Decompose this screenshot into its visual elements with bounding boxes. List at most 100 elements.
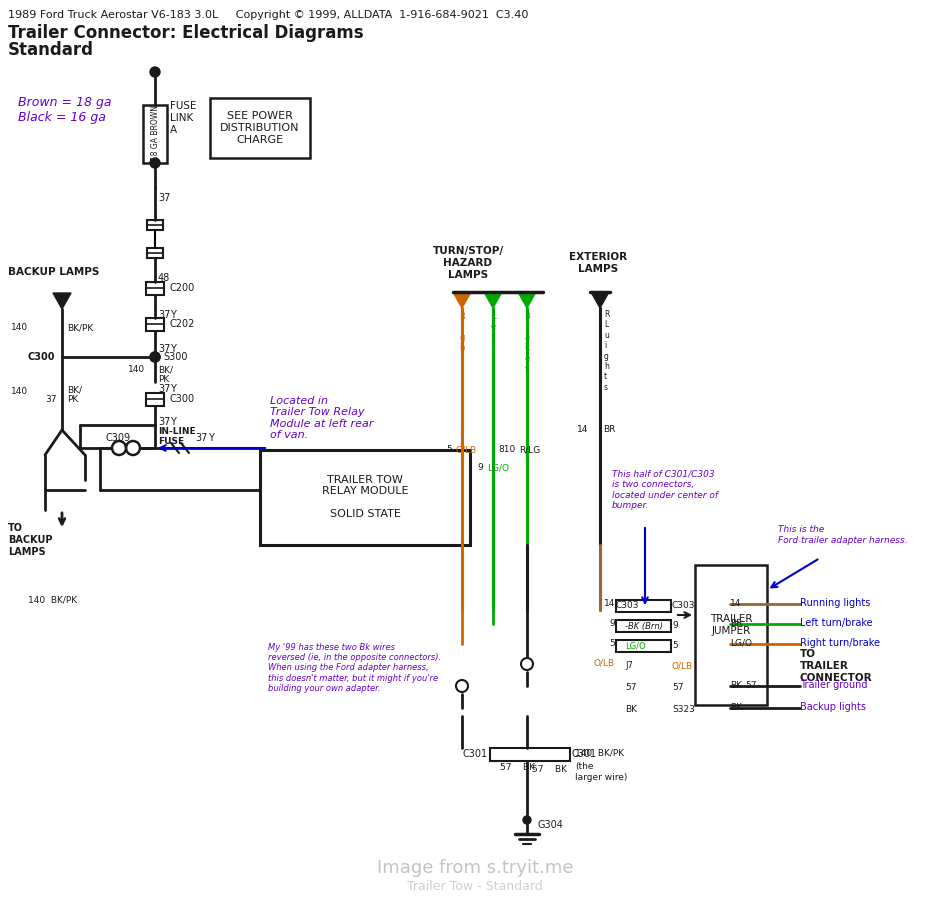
Text: BACKUP LAMPS: BACKUP LAMPS <box>8 267 100 277</box>
Text: FUSE
LINK
A: FUSE LINK A <box>170 102 197 134</box>
Text: C301: C301 <box>463 749 488 759</box>
Text: BK: BK <box>625 705 637 714</box>
Text: My '99 has these two Bk wires
reversed (ie, in the opposite connectors).
When us: My '99 has these two Bk wires reversed (… <box>268 642 441 693</box>
Text: 810: 810 <box>499 445 516 454</box>
Bar <box>616 640 671 652</box>
Text: -BK (Brn): -BK (Brn) <box>625 622 663 631</box>
Text: Located in
Trailer Tow Relay
Module at left rear
of van.: Located in Trailer Tow Relay Module at l… <box>270 396 373 441</box>
Text: O/LB: O/LB <box>594 659 615 668</box>
Bar <box>616 620 671 632</box>
Text: L
e
f
t: L e f t <box>490 312 496 352</box>
Text: 1989 Ford Truck Aerostar V6-183 3.0L     Copyright © 1999, ALLDATA  1-916-684-90: 1989 Ford Truck Aerostar V6-183 3.0L Cop… <box>8 10 528 20</box>
Text: Y: Y <box>208 433 214 443</box>
Text: Left turn/brake: Left turn/brake <box>800 618 873 628</box>
Bar <box>695 565 767 705</box>
Text: TRAILER TOW
RELAY MODULE

SOLID STATE: TRAILER TOW RELAY MODULE SOLID STATE <box>322 475 408 519</box>
Text: C303: C303 <box>672 602 695 611</box>
Text: S300: S300 <box>163 352 187 362</box>
Text: 5: 5 <box>672 642 677 651</box>
Text: 14: 14 <box>603 598 615 607</box>
Text: R/LG: R/LG <box>519 445 541 454</box>
Text: IN-LINE: IN-LINE <box>158 427 196 436</box>
Text: C300: C300 <box>170 394 195 404</box>
Text: Right turn/brake: Right turn/brake <box>800 638 880 648</box>
Text: BK/PK: BK/PK <box>67 323 93 332</box>
Text: R
L
u
i
g
h
t
s: R L u i g h t s <box>604 310 609 392</box>
Circle shape <box>150 158 160 168</box>
Text: G304: G304 <box>537 820 562 830</box>
Text: Standard: Standard <box>8 41 94 59</box>
Text: SEE POWER
DISTRIBUTION
CHARGE: SEE POWER DISTRIBUTION CHARGE <box>220 112 300 144</box>
Bar <box>146 393 164 406</box>
Bar <box>490 748 570 761</box>
Text: Y: Y <box>170 384 176 394</box>
Polygon shape <box>591 292 609 308</box>
Text: BK/: BK/ <box>67 386 82 395</box>
Text: 5: 5 <box>609 639 615 648</box>
Text: Trailer Connector: Electrical Diagrams: Trailer Connector: Electrical Diagrams <box>8 24 364 42</box>
Text: C309: C309 <box>105 433 130 443</box>
Bar <box>147 248 163 258</box>
Circle shape <box>150 352 160 362</box>
Text: 14: 14 <box>577 425 588 434</box>
Text: 37: 37 <box>158 310 170 320</box>
Text: LG/O: LG/O <box>487 463 509 472</box>
Text: PK: PK <box>158 375 169 384</box>
Bar <box>147 220 163 230</box>
Text: Y: Y <box>170 417 176 427</box>
Text: 37: 37 <box>158 384 170 394</box>
Text: 140: 140 <box>10 387 28 396</box>
Text: 37: 37 <box>46 395 57 404</box>
Text: Running lights: Running lights <box>800 598 870 608</box>
Text: BR: BR <box>603 425 616 434</box>
Bar <box>146 282 164 295</box>
Text: TO
BACKUP
LAMPS: TO BACKUP LAMPS <box>8 523 52 557</box>
Text: C300: C300 <box>28 352 55 362</box>
Bar <box>143 105 167 163</box>
Text: C200: C200 <box>170 283 196 293</box>
Circle shape <box>521 658 533 670</box>
Text: BK/: BK/ <box>158 366 173 375</box>
Text: J7: J7 <box>625 661 633 670</box>
Text: 57: 57 <box>745 680 756 689</box>
Text: B
r
a
k
e
s: B r a k e s <box>524 312 530 373</box>
Text: 14: 14 <box>730 598 741 607</box>
Circle shape <box>150 352 160 362</box>
Text: FUSE: FUSE <box>158 438 184 447</box>
Bar <box>210 98 310 158</box>
Circle shape <box>150 67 160 77</box>
Text: 57: 57 <box>672 684 683 693</box>
Text: R
i
g
h
t: R i g h t <box>459 312 465 362</box>
Text: 140: 140 <box>128 366 145 375</box>
Text: TURN/STOP/
HAZARD
LAMPS: TURN/STOP/ HAZARD LAMPS <box>432 246 504 279</box>
Text: 37: 37 <box>158 344 170 354</box>
Text: TRAILER
JUMPER: TRAILER JUMPER <box>710 614 752 636</box>
Bar <box>146 318 164 331</box>
Polygon shape <box>53 293 71 309</box>
Text: Trailer Tow - Standard: Trailer Tow - Standard <box>408 880 542 894</box>
Text: 57: 57 <box>625 684 636 693</box>
Text: 140  BK/PK: 140 BK/PK <box>575 749 624 758</box>
Text: Image from s.tryit.me: Image from s.tryit.me <box>377 859 573 877</box>
Text: S323: S323 <box>672 705 694 714</box>
Text: Y: Y <box>170 344 176 354</box>
Circle shape <box>112 441 126 455</box>
Text: 140  BK/PK: 140 BK/PK <box>28 596 77 605</box>
Text: LG/O: LG/O <box>625 642 646 651</box>
Text: O/LB: O/LB <box>455 445 476 454</box>
Text: LG/O: LG/O <box>730 639 752 648</box>
Text: Trailer ground: Trailer ground <box>800 680 867 690</box>
Text: 37: 37 <box>158 193 170 203</box>
Text: Backup lights: Backup lights <box>800 702 866 712</box>
Text: C202: C202 <box>170 319 196 329</box>
Text: 9: 9 <box>672 622 677 631</box>
Text: Brown = 18 ga
Black = 16 ga: Brown = 18 ga Black = 16 ga <box>18 96 111 124</box>
Text: 48: 48 <box>158 273 170 283</box>
Text: PK: PK <box>67 395 78 404</box>
Circle shape <box>126 441 140 455</box>
Text: C303: C303 <box>616 602 639 611</box>
Bar <box>616 600 671 612</box>
Text: 57    BK: 57 BK <box>532 766 567 775</box>
Text: EXTERIOR
LAMPS: EXTERIOR LAMPS <box>569 252 627 274</box>
Text: Y: Y <box>170 310 176 320</box>
